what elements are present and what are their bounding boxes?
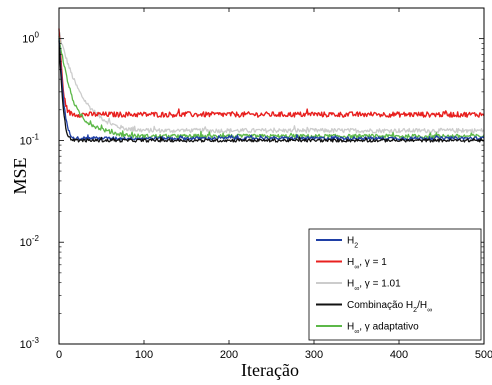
y-tick-exponent: 0	[35, 31, 40, 40]
legend-label-sub2: ∞	[427, 307, 432, 314]
y-tick-label: 10-1	[20, 132, 40, 147]
series-line-3	[58, 40, 485, 143]
legend-label-rest: /H	[417, 300, 427, 311]
legend-label-sub: 2	[354, 243, 358, 250]
series-line-1	[58, 28, 485, 118]
legend-label-main: H	[347, 322, 354, 333]
legend-label-3: Combinação H2/H∞	[347, 300, 432, 314]
series-layer	[58, 28, 485, 143]
y-tick-label: 10-2	[20, 234, 40, 249]
legend-label-4: H∞, γ adaptativo	[347, 322, 419, 336]
legend-label-main: H	[347, 257, 354, 268]
legend-label-rest: , γ = 1.01	[359, 279, 401, 290]
x-tick-label: 0	[56, 349, 62, 361]
y-tick-label: 10-3	[20, 336, 40, 351]
x-tick-label: 400	[390, 349, 408, 361]
legend-label-0: H2	[347, 236, 358, 250]
series-line-4	[58, 36, 485, 139]
legend-label-sub: ∞	[354, 286, 359, 293]
legend-label-rest: , γ = 1	[359, 257, 387, 268]
legend-label-main: H	[347, 279, 354, 290]
x-tick-label: 300	[305, 349, 323, 361]
x-tick-label: 200	[220, 349, 238, 361]
legend-label-1: H∞, γ = 1	[347, 257, 387, 271]
legend-box	[308, 228, 482, 341]
y-tick-exponent: -2	[32, 234, 40, 243]
x-tick-label: 500	[475, 349, 492, 361]
legend-label-sub: ∞	[354, 329, 359, 336]
y-tick-exponent: -3	[32, 336, 40, 345]
y-tick-exponent: -1	[32, 132, 40, 141]
legend-label-main: Combinação H	[347, 300, 413, 311]
y-tick-label: 100	[22, 31, 39, 46]
x-axis-label: Iteração	[241, 360, 299, 380]
legend-label-2: H∞, γ = 1.01	[347, 279, 401, 293]
y-axis-label: MSE	[10, 157, 30, 194]
legend-label-main: H	[347, 236, 354, 247]
legend-label-rest: , γ adaptativo	[359, 322, 419, 333]
legend-label-sub: ∞	[354, 264, 359, 271]
series-line-2	[58, 32, 485, 134]
legend-label-sub: 2	[413, 307, 417, 314]
x-tick-label: 100	[135, 349, 153, 361]
plot-frame	[58, 7, 485, 345]
